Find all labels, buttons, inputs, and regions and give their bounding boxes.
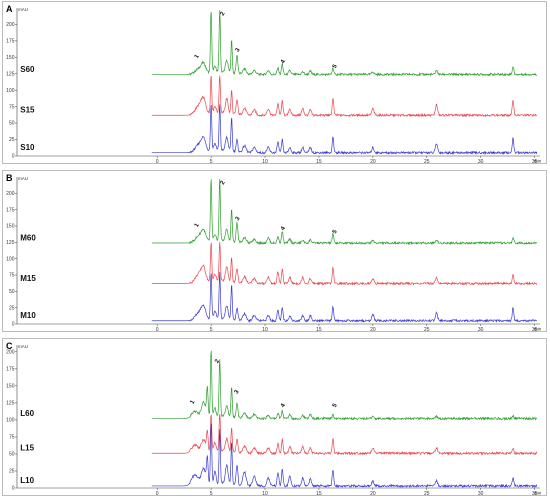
y-tick-label: 150 (6, 55, 15, 61)
y-tick-label: 25 (9, 469, 15, 475)
x-tick-label: 35 (532, 159, 538, 165)
x-unit-label: min (534, 327, 542, 332)
y-tick-label: 0 (12, 322, 15, 328)
y-tick-label: 50 (9, 121, 15, 127)
x-tick-label: 5 (210, 491, 213, 497)
peak-label-1: 1 (194, 222, 201, 228)
x-tick-label: 10 (262, 491, 268, 497)
x-tick-label: 0 (156, 327, 159, 333)
y-tick-label: 75 (9, 104, 15, 110)
y-tick-label: 25 (9, 305, 15, 311)
series-trace-m10 (151, 271, 537, 324)
series-label-m60: M60 (20, 233, 36, 242)
y-tick-label: 125 (6, 71, 15, 77)
x-tick-label: 10 (262, 327, 268, 333)
y-unit-label: mAU (18, 176, 28, 181)
panel-letter: A (6, 4, 13, 14)
series-label-l15: L15 (20, 444, 34, 453)
series-trace-m60 (151, 178, 538, 246)
peak-label-2: 2 (220, 180, 227, 186)
y-tick-label: 50 (9, 289, 15, 295)
y-unit-label: mAU (18, 7, 28, 12)
peak-label-1: 1 (190, 399, 197, 405)
panel-letter: B (6, 173, 13, 183)
y-tick-label: 50 (9, 452, 15, 458)
y-tick-label: 175 (6, 366, 15, 372)
y-tick-label: 125 (6, 240, 15, 246)
y-tick-label: 125 (6, 400, 15, 406)
y-tick-label: 200 (6, 22, 15, 28)
x-tick-label: 20 (370, 327, 376, 333)
x-tick-label: 15 (316, 159, 322, 165)
y-tick-label: 75 (9, 435, 15, 441)
peak-label-2: 2 (214, 358, 221, 364)
y-tick-label: 100 (6, 256, 15, 262)
peak-label-4: 4 (280, 402, 287, 408)
y-tick-label: 25 (9, 137, 15, 143)
series-label-s15: S15 (20, 106, 35, 115)
x-tick-label: 20 (370, 159, 376, 165)
x-tick-label: 30 (478, 159, 484, 165)
series-label-s10: S10 (20, 143, 35, 152)
series-label-l60: L60 (20, 409, 34, 418)
peak-label-3: 3 (234, 389, 241, 395)
series-trace-s10 (151, 104, 538, 155)
x-tick-label: 30 (478, 491, 484, 497)
series-trace-l60 (151, 350, 538, 421)
series-trace-s60 (151, 10, 538, 77)
x-tick-label: 20 (370, 491, 376, 497)
y-tick-label: 150 (6, 224, 15, 230)
series-trace-s15 (151, 75, 538, 118)
x-tick-label: 35 (532, 491, 538, 497)
series-label-m15: M15 (20, 274, 36, 283)
x-tick-label: 5 (210, 327, 213, 333)
peak-label-3: 3 (235, 215, 242, 221)
x-tick-label: 35 (532, 327, 538, 333)
peak-label-2: 2 (220, 11, 227, 17)
x-tick-label: 25 (424, 491, 430, 497)
y-tick-label: 100 (6, 88, 15, 94)
x-tick-label: 5 (210, 159, 213, 165)
x-tick-label: 15 (316, 327, 322, 333)
x-tick-label: 25 (424, 327, 430, 333)
x-tick-label: 25 (424, 159, 430, 165)
y-tick-label: 175 (6, 38, 15, 44)
x-tick-label: 0 (156, 491, 159, 497)
y-unit-label: mAU (18, 344, 28, 349)
y-tick-label: 150 (6, 383, 15, 389)
y-tick-label: 200 (6, 349, 15, 355)
x-tick-label: 0 (156, 159, 159, 165)
x-tick-label: 15 (316, 491, 322, 497)
series-trace-m15 (151, 241, 538, 286)
series-label-l10: L10 (20, 476, 34, 485)
peak-label-1: 1 (194, 53, 201, 59)
x-tick-label: 10 (262, 159, 268, 165)
y-tick-label: 75 (9, 273, 15, 279)
peak-label-5: 5 (332, 63, 339, 69)
series-trace-l15 (151, 414, 538, 456)
y-tick-label: 200 (6, 191, 15, 197)
x-unit-label: min (534, 159, 542, 164)
y-tick-label: 0 (12, 154, 15, 160)
x-unit-label: min (534, 491, 542, 496)
series-trace-l10 (151, 423, 538, 489)
peak-label-5: 5 (332, 229, 339, 235)
peak-label-4: 4 (280, 59, 287, 65)
y-tick-label: 175 (6, 207, 15, 213)
y-tick-label: 100 (6, 418, 15, 424)
series-label-s60: S60 (20, 65, 35, 74)
peak-label-5: 5 (332, 402, 339, 408)
peak-label-4: 4 (280, 225, 287, 231)
series-label-m10: M10 (20, 311, 36, 320)
y-tick-label: 0 (12, 486, 15, 492)
panel-letter: C (6, 341, 13, 351)
peak-label-3: 3 (235, 47, 242, 53)
x-tick-label: 30 (478, 327, 484, 333)
